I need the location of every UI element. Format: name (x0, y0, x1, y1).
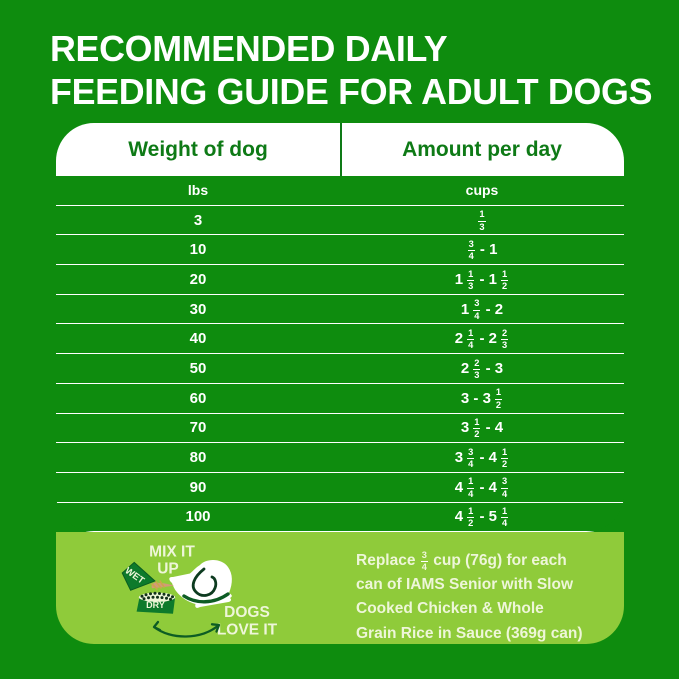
svg-text:DRY: DRY (146, 600, 165, 610)
svg-text:MIX IT: MIX IT (149, 544, 195, 561)
svg-text:LOVE IT: LOVE IT (217, 622, 278, 639)
svg-text:DOGS: DOGS (224, 604, 270, 621)
svg-text:UP: UP (157, 561, 179, 578)
